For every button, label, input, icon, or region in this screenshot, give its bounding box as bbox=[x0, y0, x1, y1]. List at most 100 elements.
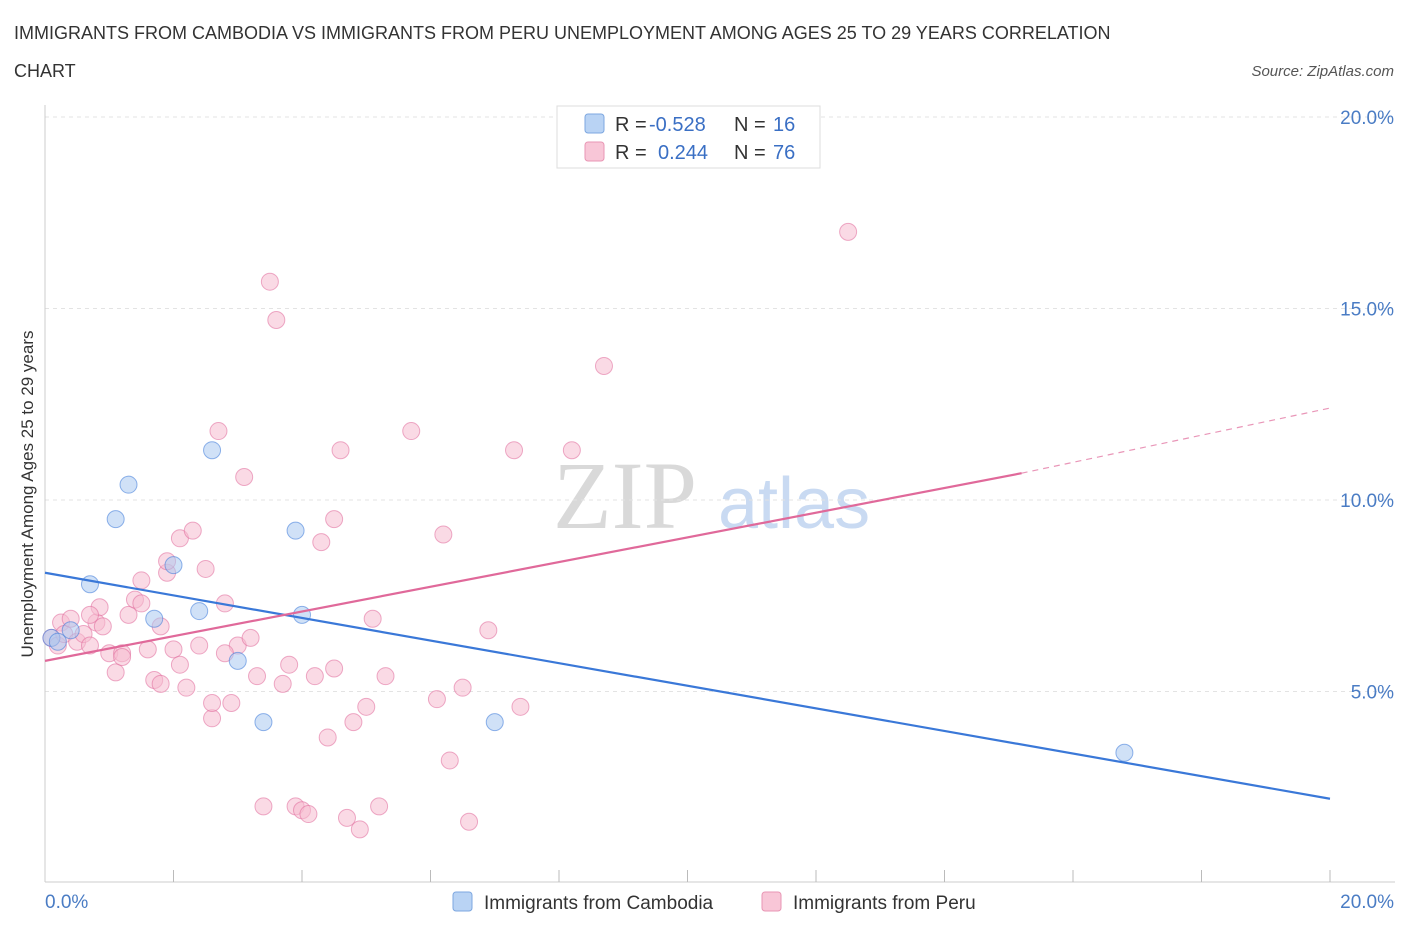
peru-point bbox=[260, 272, 279, 291]
legend-label-peru: Immigrants from Peru bbox=[793, 893, 976, 914]
peru-point bbox=[363, 609, 382, 628]
peru-point bbox=[241, 628, 260, 647]
y-axis-label: Unemployment Among Ages 25 to 29 years bbox=[18, 331, 37, 658]
peru-point bbox=[594, 356, 613, 375]
cambodia-point bbox=[80, 575, 99, 594]
bottom-legend: Immigrants from Cambodia Immigrants from… bbox=[452, 891, 976, 914]
peru-point bbox=[427, 690, 446, 709]
peru-point bbox=[106, 663, 125, 682]
peru-point bbox=[402, 422, 421, 441]
trend-line-cambodia bbox=[44, 571, 1331, 800]
peru-point bbox=[222, 693, 241, 712]
cambodia-point bbox=[106, 510, 125, 529]
peru-point bbox=[331, 441, 350, 460]
peru-point bbox=[479, 621, 498, 640]
peru-point bbox=[196, 559, 215, 578]
peru-point bbox=[299, 805, 318, 824]
y-tick-labels: 5.0% 10.0% 15.0% 20.0% bbox=[1340, 108, 1394, 704]
stats-cambodia-n-label: N = bbox=[734, 114, 766, 136]
cambodia-point bbox=[228, 651, 247, 670]
cambodia-point bbox=[145, 609, 164, 628]
peru-point bbox=[151, 674, 170, 693]
peru-point bbox=[318, 728, 337, 747]
peru-point bbox=[453, 678, 472, 697]
peru-point bbox=[337, 808, 356, 827]
cambodia-point bbox=[293, 605, 311, 624]
cambodia-point bbox=[485, 713, 504, 732]
peru-point bbox=[344, 713, 363, 732]
watermark-atlas: atlas bbox=[718, 464, 870, 544]
peru-point bbox=[183, 521, 202, 540]
stats-peru-n-label: N = bbox=[734, 142, 766, 164]
peru-point bbox=[254, 797, 273, 816]
series-cambodia-points bbox=[42, 441, 1134, 762]
chart-source: Source: ZipAtlas.com bbox=[1251, 63, 1394, 80]
peru-point bbox=[305, 667, 324, 686]
peru-point bbox=[376, 667, 395, 686]
peru-point bbox=[357, 697, 376, 716]
cambodia-point bbox=[286, 521, 305, 540]
peru-point bbox=[80, 636, 99, 655]
stats-swatch-peru bbox=[584, 141, 605, 162]
peru-point bbox=[190, 636, 209, 655]
x-tick-label-right: 20.0% bbox=[1340, 892, 1394, 913]
peru-point bbox=[460, 812, 479, 831]
legend-swatch-peru bbox=[761, 891, 782, 912]
peru-point bbox=[839, 222, 858, 241]
peru-point bbox=[132, 571, 151, 590]
chart-title-line1: IMMIGRANTS FROM CAMBODIA VS IMMIGRANTS F… bbox=[14, 23, 1111, 43]
trend-line-peru-extension bbox=[1021, 407, 1331, 474]
peru-point bbox=[177, 678, 196, 697]
peru-point bbox=[170, 655, 189, 674]
watermark-zip: ZIP bbox=[553, 442, 697, 549]
peru-point bbox=[273, 674, 292, 693]
stats-peru-r-label: R = bbox=[615, 142, 647, 164]
chart-title-line2: CHART bbox=[14, 61, 76, 81]
peru-point bbox=[511, 697, 530, 716]
peru-point bbox=[267, 310, 286, 329]
peru-point bbox=[350, 820, 369, 839]
peru-point bbox=[312, 533, 331, 552]
peru-point bbox=[280, 655, 299, 674]
peru-point bbox=[203, 693, 222, 712]
peru-point bbox=[203, 709, 222, 728]
stats-cambodia-n: 16 bbox=[773, 114, 795, 136]
stats-cambodia-r-label: R = bbox=[615, 114, 647, 136]
stats-legend: R = -0.528 N = 16 R = 0.244 N = 76 bbox=[556, 105, 821, 169]
legend-label-cambodia: Immigrants from Cambodia bbox=[484, 893, 714, 914]
peru-point bbox=[113, 648, 132, 667]
cambodia-point bbox=[254, 713, 273, 732]
peru-point bbox=[209, 422, 228, 441]
x-tick-label-left: 0.0% bbox=[45, 892, 88, 913]
y-tick-label: 20.0% bbox=[1340, 108, 1394, 129]
peru-point bbox=[325, 510, 344, 529]
peru-point bbox=[93, 617, 112, 636]
peru-point bbox=[440, 751, 459, 770]
watermark: ZIP atlas bbox=[553, 442, 870, 549]
peru-point bbox=[138, 640, 157, 659]
cambodia-point bbox=[1115, 743, 1134, 762]
y-tick-label: 15.0% bbox=[1340, 300, 1394, 321]
series-peru-points bbox=[42, 222, 858, 839]
peru-point bbox=[132, 594, 151, 613]
cambodia-point bbox=[190, 602, 209, 621]
peru-point bbox=[248, 667, 267, 686]
stats-peru-r: 0.244 bbox=[658, 142, 708, 164]
trend-lines bbox=[44, 407, 1331, 800]
peru-point bbox=[434, 525, 453, 544]
axes bbox=[44, 105, 1395, 883]
trend-line-peru bbox=[44, 472, 1022, 662]
peru-point bbox=[80, 605, 99, 624]
y-tick-label: 10.0% bbox=[1340, 491, 1394, 512]
peru-point bbox=[370, 797, 389, 816]
stats-cambodia-r: -0.528 bbox=[649, 114, 706, 136]
cambodia-point bbox=[48, 632, 67, 651]
cambodia-point bbox=[203, 441, 222, 460]
peru-point bbox=[562, 441, 581, 460]
peru-point bbox=[164, 640, 183, 659]
peru-point bbox=[119, 605, 138, 624]
stats-swatch-cambodia bbox=[584, 113, 605, 134]
peru-point bbox=[505, 441, 524, 460]
peru-point bbox=[325, 659, 344, 678]
